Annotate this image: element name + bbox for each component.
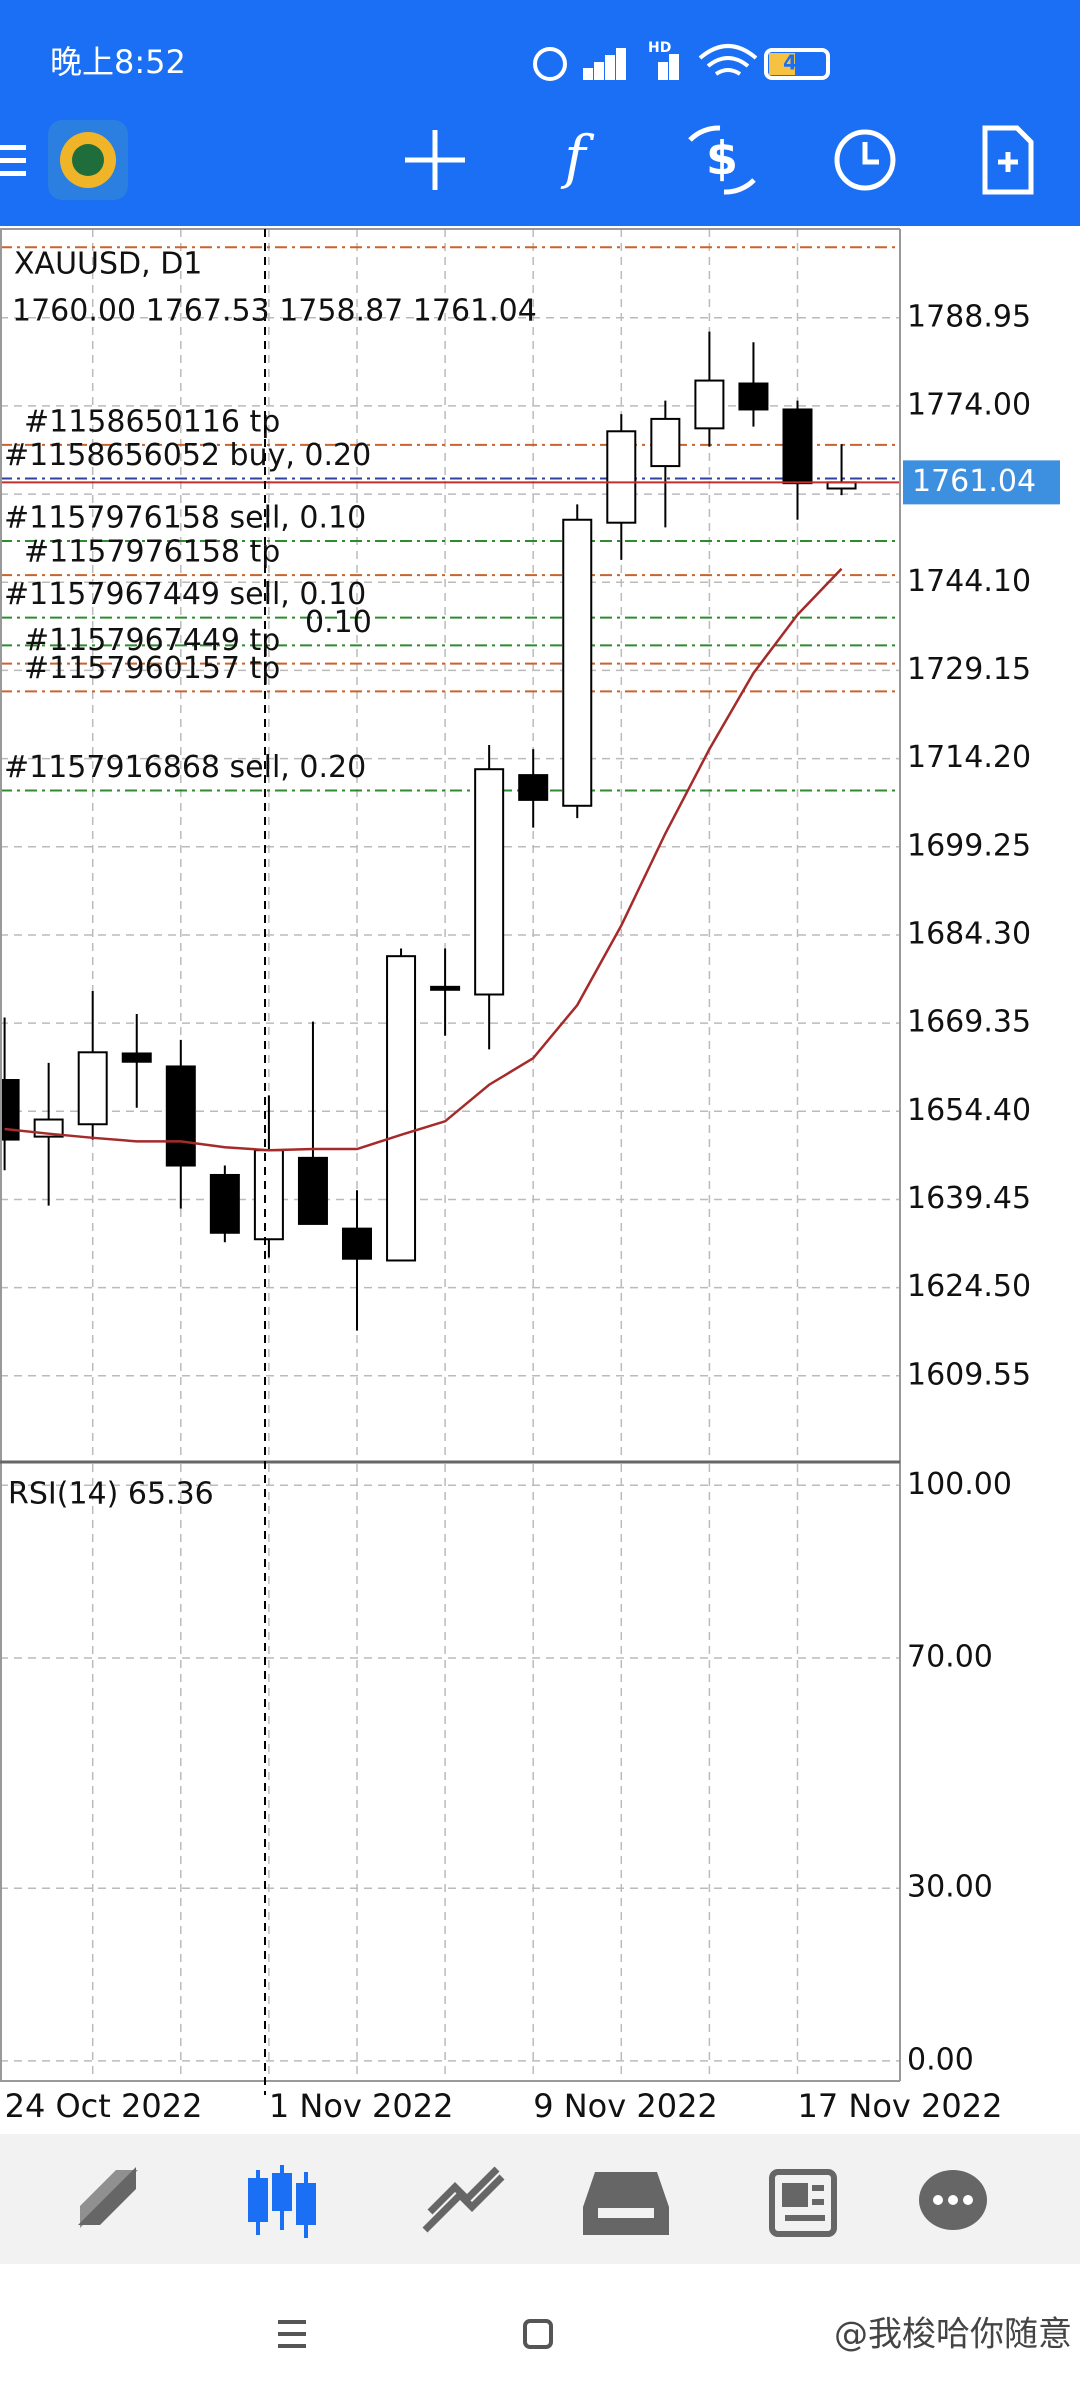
candle-body [77,1051,108,1126]
status-time: 晚上8:52 [50,43,186,81]
y-tick-label: 1699.25 [907,828,1031,863]
order-label: #1158650116 tp [24,404,280,439]
trade-tool[interactable]: $ [688,125,756,195]
ohlc-readout: 1760.00 1767.53 1758.87 1761.04 [12,294,537,329]
template-tool[interactable] [982,125,1034,195]
x-tick-label: 24 Oct 2022 [5,2087,203,2125]
y-tick-label: 100.00 [907,1467,1012,1502]
trade-tab[interactable] [422,2166,505,2233]
chart-tab[interactable] [248,2165,316,2238]
app-bar [0,0,1080,226]
y-tick-label: 0.00 [907,2042,974,2077]
order-label: #1157976158 tp [24,535,280,570]
y-tick-label: 1654.40 [907,1093,1031,1128]
watermark: @我梭哈你随意 [834,2315,1072,2355]
network-label: HD [648,40,671,56]
y-tick-label: 1669.35 [907,1005,1031,1040]
y-tick-label: 30.00 [907,1870,993,1905]
x-tick-label: 1 Nov 2022 [269,2087,454,2125]
candle-body [474,768,505,996]
candle-body [562,518,593,807]
system-nav [278,2319,553,2349]
chat-tab[interactable] [919,2170,987,2230]
y-tick-label: 1744.10 [907,564,1031,599]
order-label: #1157960157 tp [24,651,280,686]
menu-button[interactable] [0,145,26,176]
candle-body [0,1079,20,1141]
price-tag-label: 1761.04 [912,464,1036,499]
candle-body [121,1052,152,1063]
period-tool[interactable] [834,129,896,191]
order-label: #1157976158 sell, 0.10 [4,500,366,535]
crosshair-tool[interactable] [405,130,465,190]
rsi-title: RSI(14) 65.36 [8,1477,214,1512]
candle-body [738,382,769,411]
chart-title: XAUUSD, D1 [14,247,202,282]
svg-text:$: $ [706,132,738,186]
status-icons [533,44,830,81]
candle-body [209,1173,240,1234]
y-tick-label: 1729.15 [907,652,1031,687]
quotes-tab[interactable] [78,2167,138,2228]
order-label: #1157967449 sell, 0.10 [4,577,366,612]
news-tab[interactable] [769,2169,837,2237]
y-tick-label: 1609.55 [907,1357,1031,1392]
candle-body [650,417,681,468]
price-tag [903,460,1060,505]
y-tick-label: 1788.95 [907,299,1031,334]
candle-body [386,955,417,1262]
candle-body [430,985,461,991]
order-label: #1157916868 sell, 0.20 [4,750,366,785]
candle-body [253,1149,284,1241]
candle-body [342,1227,372,1260]
y-tick-label: 1624.50 [907,1269,1031,1304]
battery-level: 48 [783,51,811,75]
order-label: #1158656052 buy, 0.20 [4,438,371,473]
app-icon[interactable] [48,120,128,200]
candle-body [165,1065,196,1167]
y-tick-label: 1684.30 [907,916,1031,951]
order-label: 0.10 [305,605,372,640]
bottom-nav [0,2134,1080,2264]
candle-body [606,430,637,524]
x-tick-label: 9 Nov 2022 [533,2087,718,2125]
y-tick-label: 70.00 [907,1639,993,1674]
y-tick-label: 1714.20 [907,740,1031,775]
x-tick-label: 17 Nov 2022 [798,2087,1003,2125]
candle-body [782,408,813,485]
candle-body [297,1156,328,1225]
moving-average [4,567,843,1152]
candle-body [518,774,549,801]
order-label: #1157967449 tp [24,623,280,658]
y-tick-label: 1774.00 [907,387,1031,422]
y-tick-label: 1639.45 [907,1181,1031,1216]
plot: 24 Oct 2022 1 Nov 2022 9 Nov 2022 17 Nov 20… [0,229,1060,2125]
candle-body [694,379,725,430]
history-tab[interactable] [583,2172,669,2235]
